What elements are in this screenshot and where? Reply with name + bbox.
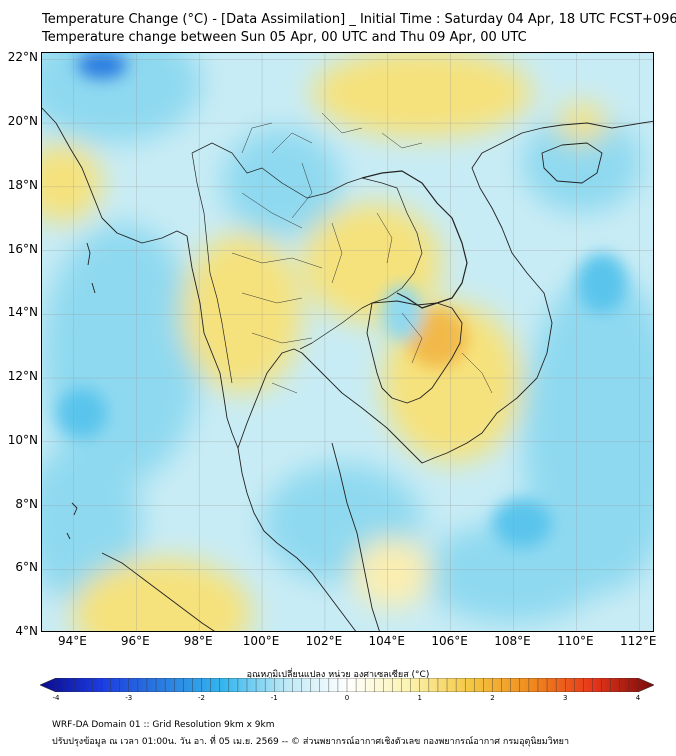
cool-region-andaman [42, 223, 202, 483]
map-gridlines [42, 53, 653, 631]
longitude-label: 110°E [557, 634, 594, 648]
hainan-island [541, 142, 603, 184]
colorbar-tick-label: 0 [344, 694, 350, 702]
longitude-label: 94°E [57, 634, 87, 648]
mainland-coastline [42, 107, 357, 631]
cambodia-border [366, 300, 463, 404]
sumatra-coast [101, 552, 215, 631]
malay-peninsula-east [331, 442, 380, 631]
myanmar-border [191, 152, 233, 384]
latitude-label: 12°N [7, 369, 38, 384]
colorbar-tick-marks [55, 678, 639, 692]
longitude-label: 112°E [620, 634, 657, 648]
province-lines [231, 112, 493, 394]
colorbar-tick-label: -2 [198, 694, 205, 702]
warm-region-thailand [182, 233, 302, 393]
latitude-label: 6°N [15, 560, 38, 575]
cool-region-sw [42, 443, 142, 603]
footer-model-info: WRF-DA Domain 01 :: Grid Resolution 9km … [52, 720, 275, 730]
longitude-label: 108°E [494, 634, 531, 648]
hot-spot-cambodia [407, 308, 467, 368]
colorbar-tick-label: -4 [52, 694, 60, 702]
warm-region-north [312, 53, 532, 138]
gulf-of-thailand-coast [237, 120, 653, 464]
map-title: Temperature Change (°C) - [Data Assimila… [42, 12, 676, 27]
longitude-label: 100°E [242, 634, 280, 648]
colorbar-title: อุณหภูมิเปลี่ยนแปลง หน่วย องศาเซลเซียส (… [246, 670, 430, 680]
warm-region-bangladesh [42, 143, 102, 223]
cool-region-south-china-sea [522, 273, 653, 593]
footer-credits: ปรับปรุงข้อมูล ณ เวลา 01:00น. วัน อา. ที… [52, 737, 570, 747]
temperature-field [42, 53, 653, 631]
colorbar-tick-label: 3 [563, 694, 568, 702]
latitude-label: 14°N [7, 305, 38, 320]
map-subtitle: Temperature change between Sun 05 Apr, 0… [42, 30, 527, 45]
latitude-label: 22°N [7, 50, 38, 65]
andaman-islands [66, 242, 96, 540]
longitude-label: 106°E [431, 634, 468, 648]
colorbar-tick-label: -3 [125, 694, 133, 702]
longitude-label: 102°E [305, 634, 343, 648]
thailand-border [191, 142, 423, 350]
latitude-label: 8°N [15, 496, 38, 511]
latitude-label: 18°N [7, 177, 38, 192]
longitude-label: 104°E [368, 634, 406, 648]
latitude-label: 20°N [7, 114, 38, 129]
cool-region-south [422, 523, 602, 623]
colorbar-tick-label: -1 [270, 694, 278, 702]
laos-border [361, 170, 468, 309]
colorbar-tick-label: 4 [635, 694, 641, 702]
warm-region-sumatra [72, 558, 252, 631]
cold-spot-south [492, 498, 552, 548]
longitude-label: 96°E [120, 634, 150, 648]
map-canvas [42, 53, 653, 631]
cool-region-hainan [522, 113, 642, 213]
cold-spot-sea [577, 253, 627, 313]
colorbar-tick-label: 2 [490, 694, 495, 702]
latitude-label: 10°N [7, 432, 38, 447]
longitude-label: 98°E [183, 634, 213, 648]
colorbar-tick-label: 1 [417, 694, 422, 702]
temperature-change-map [41, 52, 654, 632]
warm-region-malaysia [352, 538, 432, 608]
latitude-label: 4°N [15, 624, 38, 638]
cold-spot-andaman [57, 388, 107, 438]
latitude-label: 16°N [7, 241, 38, 256]
cool-region-north-west [42, 53, 202, 143]
coastlines-and-borders [42, 107, 653, 631]
colorbar [40, 678, 654, 692]
